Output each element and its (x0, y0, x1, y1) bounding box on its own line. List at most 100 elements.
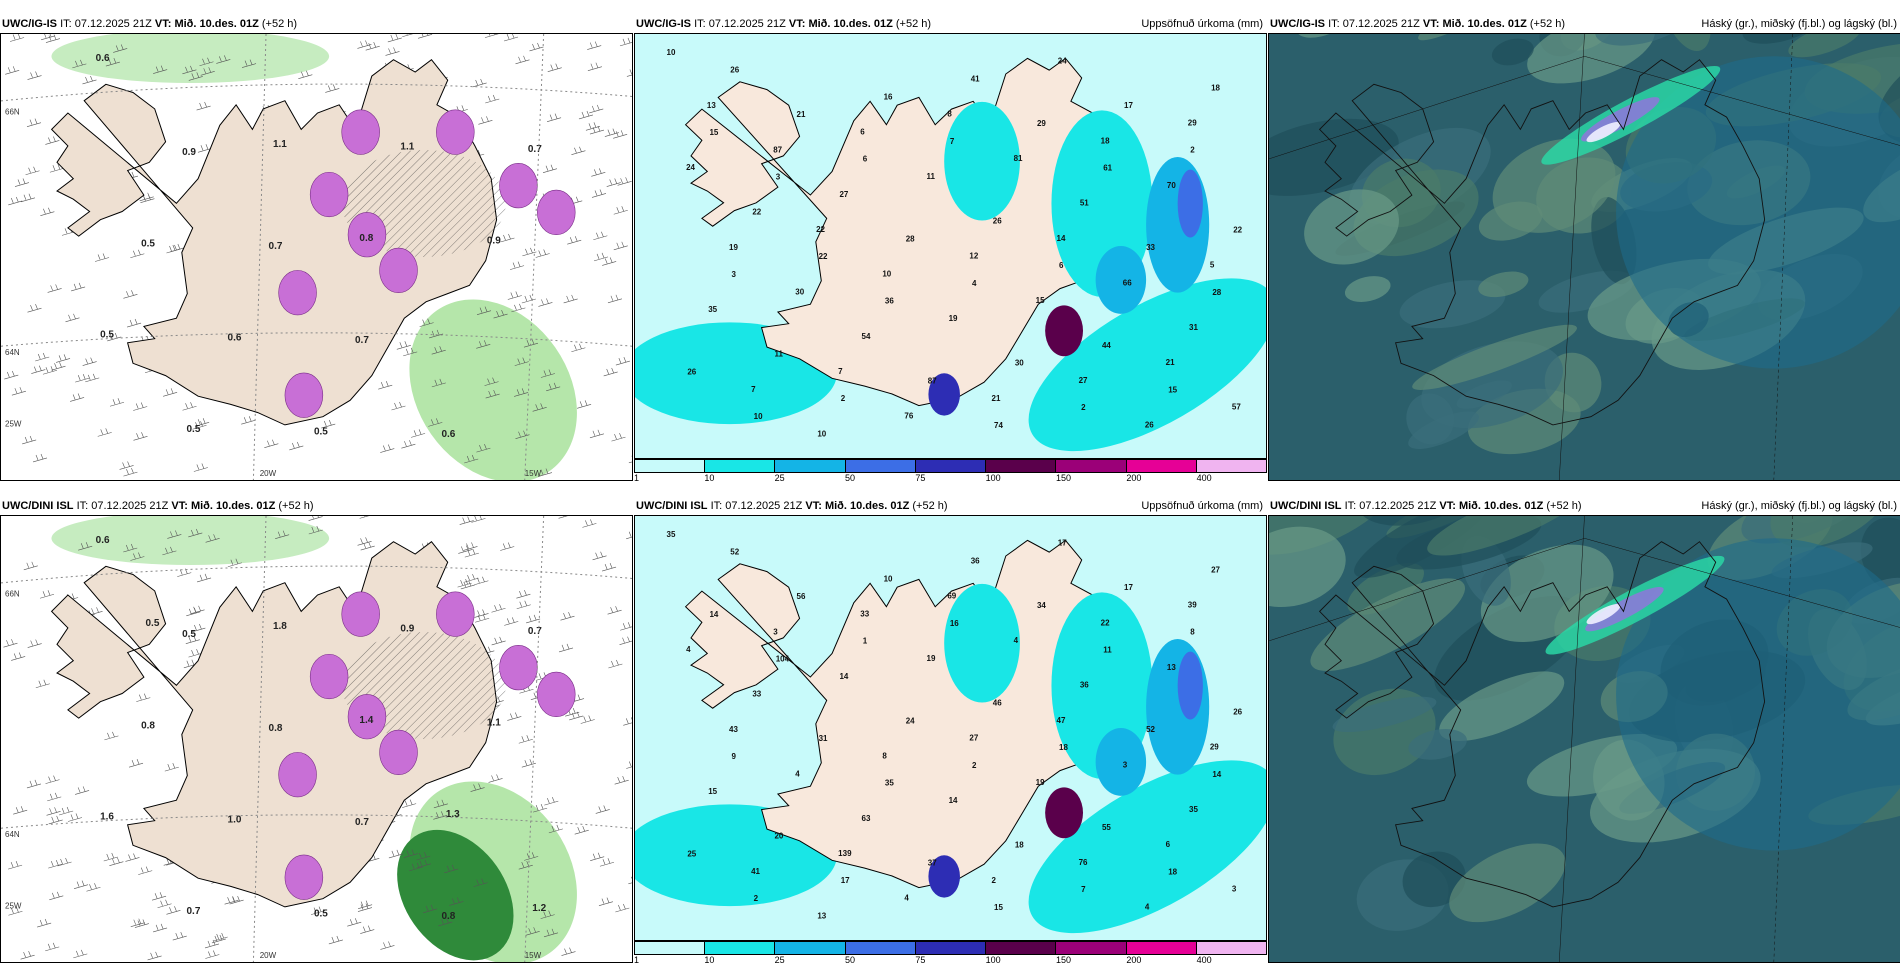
precip-value-label: 33 (860, 609, 869, 618)
colorbar-segment (1056, 942, 1127, 954)
precip-value-label: 55 (1102, 823, 1111, 832)
colorbar-segment (775, 460, 846, 472)
model-name: UWC/DINI ISL (636, 500, 708, 512)
field-title: Háský (gr.), miðský (fj.bl.) og lágský (… (1701, 500, 1897, 512)
precip-value-label: 21 (992, 394, 1001, 403)
precip-value-label: 22 (752, 208, 761, 217)
precip-value-label: 7 (838, 367, 843, 376)
model-name: UWC/IG-IS (636, 18, 691, 30)
model-name: UWC/IG-IS (1270, 18, 1325, 30)
map-panel: UWC/IG-IS IT: 07.12.2025 21Z VT: Mið. 10… (634, 15, 1267, 483)
colorbar-tick-label: 100 (985, 955, 1001, 965)
lon-label: 20W (260, 469, 277, 478)
map-panel: UWC/IG-IS IT: 07.12.2025 21Z VT: Mið. 10… (1268, 15, 1900, 483)
init-time: 07.12.2025 21Z (1342, 18, 1420, 30)
precip-value-label: 63 (862, 814, 871, 823)
colorbar-segment (986, 460, 1057, 472)
precip-value-label: 1 (863, 637, 868, 646)
precip-value-label: 9 (732, 752, 737, 761)
precip-value-label: 4 (1145, 902, 1150, 911)
precip-value-label: 24 (686, 163, 695, 172)
lat-label: 64N (5, 348, 20, 357)
init-time: 07.12.2025 21Z (1359, 500, 1437, 512)
precip-value-label: 35 (708, 305, 717, 314)
colorbar-ticks: 1 10 25 50 75 100 150 200 400 (634, 955, 1267, 967)
precip-value-label: 20 (774, 832, 783, 841)
colorbar-tick-label: 400 (1196, 955, 1212, 965)
precip-value-label: 22 (1101, 618, 1110, 627)
precip-value-label: 18 (1015, 841, 1024, 850)
precip-value-label: 10 (667, 48, 676, 57)
precip-value-label: 6 (1166, 840, 1171, 849)
valid-time: Mið. 10.des. 01Z (174, 18, 259, 30)
precip-value-label: 4 (1014, 636, 1019, 645)
precip-value-label: 14 (709, 610, 718, 619)
valid-time: Mið. 10.des. 01Z (1442, 18, 1527, 30)
cloud-map (1268, 515, 1900, 963)
snow-value-label: 0.7 (528, 144, 542, 155)
vt-label: VT: (1439, 500, 1456, 512)
precip-value-label: 8 (947, 110, 952, 119)
precip-value-label: 31 (1189, 323, 1198, 332)
model-name: UWC/DINI ISL (1270, 500, 1342, 512)
panel-header: UWC/IG-IS IT: 07.12.2025 21Z VT: Mið. 10… (634, 15, 1267, 33)
precip-value-label: 26 (993, 217, 1002, 226)
precip-value-label: 17 (841, 876, 850, 885)
precip-value-label: 31 (819, 734, 828, 743)
precip-value-label: 57 (1232, 403, 1241, 412)
precip-value-label: 19 (949, 314, 958, 323)
init-time: 07.12.2025 21Z (91, 500, 169, 512)
field-title: Uppsöfnuð úrkoma (mm) (1141, 500, 1263, 512)
snow-value-label: 1.1 (273, 139, 287, 150)
colorbar-tick-label: 10 (704, 473, 715, 483)
precip-value-label: 11 (1103, 646, 1112, 655)
precip-value-label: 36 (971, 556, 980, 565)
valid-time: Mið. 10.des. 01Z (808, 18, 893, 30)
precip-value-label: 22 (816, 225, 825, 234)
snow-value-label: 0.9 (400, 624, 414, 635)
colorbar-tick-label: 1 (634, 955, 640, 965)
precip-value-label: 10 (882, 270, 891, 279)
colorbar-tick-label: 75 (915, 955, 926, 965)
it-label: IT: (60, 18, 72, 30)
precip-value-label: 41 (971, 74, 980, 83)
precip-value-label: 24 (1058, 57, 1067, 66)
colorbar-segment (1126, 460, 1197, 472)
precip-value-label: 27 (1079, 376, 1088, 385)
lead-time: (+52 h) (1546, 500, 1582, 512)
lon-label: 15W (525, 951, 542, 960)
field-title: Uppsöfnuð úrkoma (mm) (1141, 18, 1263, 30)
it-label: IT: (1344, 500, 1357, 512)
precip-value-label: 7 (950, 137, 955, 146)
map-panel: UWC/DINI ISL IT: 07.12.2025 21Z VT: Mið.… (634, 497, 1267, 965)
precip-value-label: 3 (1232, 885, 1237, 894)
precip-value-label: 81 (1014, 154, 1023, 163)
snow-value-label: 1.4 (359, 715, 373, 726)
panel-header: UWC/DINI ISL IT: 07.12.2025 21Z VT: Mið.… (0, 497, 633, 515)
precip-value-label: 3 (732, 270, 737, 279)
snow-map: 0.6 0.5 0.8 0.7 0.8 0.7 0.8 1.0 0.5 0.9 1.1 1.6 0.7 1… (0, 515, 633, 963)
precip-value-label: 4 (904, 894, 909, 903)
snow-value-label: 0.8 (359, 233, 373, 244)
edge-label: 25W (5, 419, 22, 428)
precip-value-label: 66 (1123, 278, 1132, 287)
model-name: UWC/IG-IS (2, 18, 57, 30)
snow-value-label: 0.5 (145, 618, 159, 629)
colorbar-tick-label: 10 (704, 955, 715, 965)
precip-map: 10 3 36 74 61 28 10 6 4 2 2 3 2 7 6 15 15 22 87 29 33 26 21 28 3… (634, 33, 1267, 459)
panel-header: UWC/IG-IS IT: 07.12.2025 21Z VT: Mið. 10… (0, 15, 633, 33)
precip-value-label: 39 (1188, 601, 1197, 610)
snow-value-label: 1.8 (273, 621, 287, 632)
precip-value-label: 16 (950, 619, 959, 628)
precip-value-label: 36 (1080, 681, 1089, 690)
snow-map: 0.6 0.9 0.7 0.7 0.6 0.7 0.5 0.6 0.5 1.1 0.9 0.5 0.5 1… (0, 33, 633, 481)
precip-value-label: 54 (862, 332, 871, 341)
precip-value-label: 7 (751, 385, 756, 394)
colorbar-segment (1196, 460, 1266, 472)
precip-value-label: 7 (1081, 885, 1086, 894)
snow-value-label: 0.6 (441, 429, 455, 440)
precip-value-label: 15 (994, 903, 1003, 912)
precip-colorbar (634, 459, 1267, 473)
snow-value-label: 0.5 (141, 238, 155, 249)
precip-value-label: 27 (1211, 565, 1220, 574)
